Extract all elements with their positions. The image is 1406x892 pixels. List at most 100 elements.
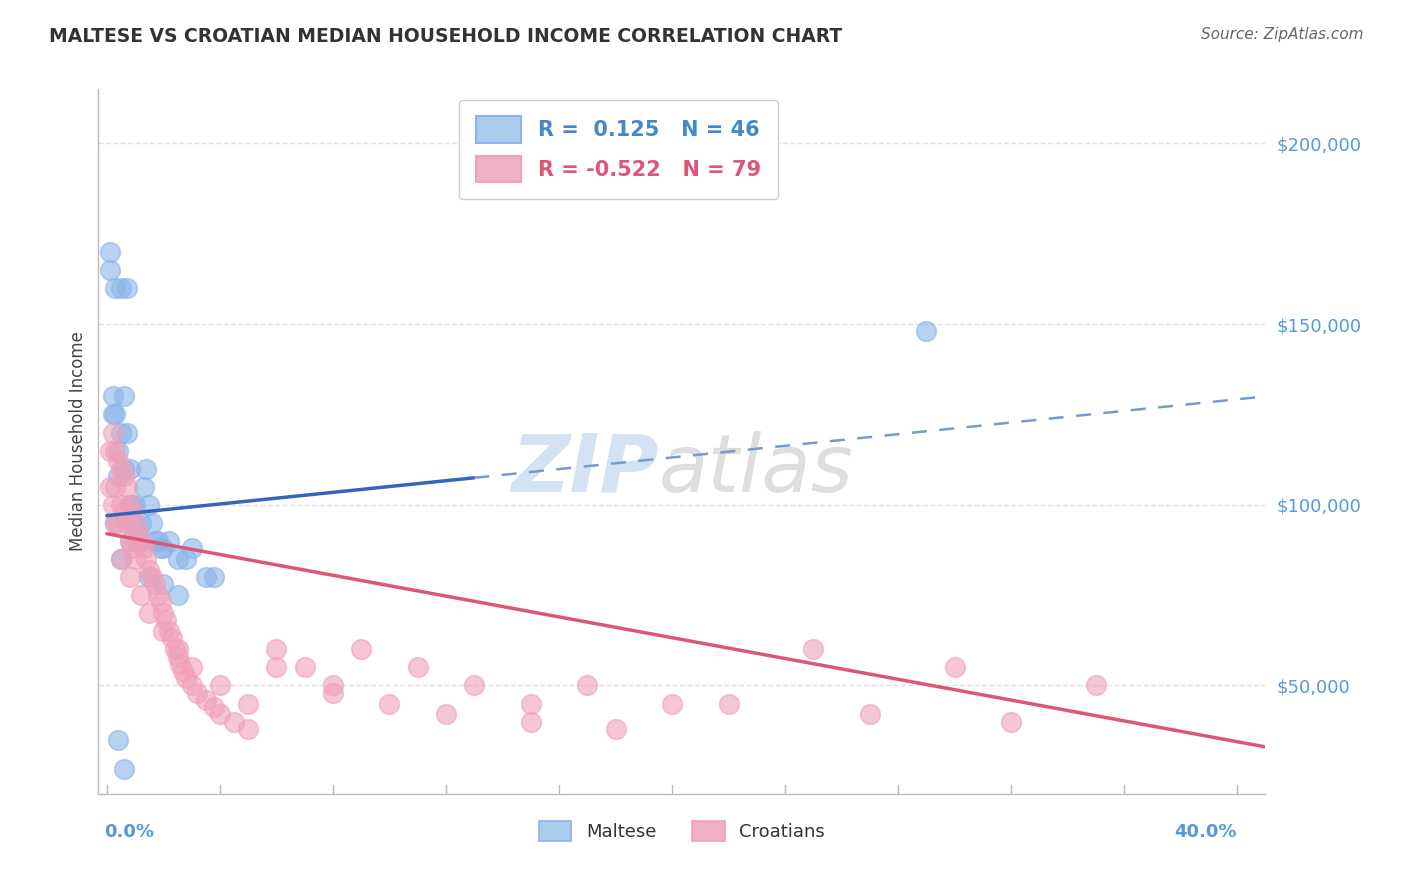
Point bbox=[107, 516, 129, 530]
Point bbox=[238, 697, 260, 711]
Point bbox=[104, 443, 127, 458]
Point bbox=[112, 762, 135, 776]
Point bbox=[101, 389, 124, 403]
Point bbox=[152, 606, 174, 620]
Point bbox=[121, 516, 143, 530]
Point bbox=[104, 281, 127, 295]
Point bbox=[98, 443, 121, 458]
Point bbox=[107, 732, 129, 747]
Point bbox=[180, 660, 202, 674]
Point bbox=[107, 443, 129, 458]
Point bbox=[118, 498, 141, 512]
Point bbox=[110, 552, 132, 566]
Point bbox=[104, 516, 127, 530]
Point bbox=[115, 425, 138, 440]
Point bbox=[107, 468, 129, 483]
Point bbox=[101, 408, 124, 422]
Point bbox=[801, 642, 824, 657]
Point bbox=[174, 671, 197, 685]
Point bbox=[115, 516, 138, 530]
Point bbox=[118, 533, 141, 548]
Text: MALTESE VS CROATIAN MEDIAN HOUSEHOLD INCOME CORRELATION CHART: MALTESE VS CROATIAN MEDIAN HOUSEHOLD INC… bbox=[49, 27, 842, 45]
Legend: Maltese, Croatians: Maltese, Croatians bbox=[531, 814, 832, 848]
Point bbox=[138, 563, 160, 577]
Point bbox=[129, 588, 152, 602]
Point bbox=[141, 516, 163, 530]
Point bbox=[943, 660, 966, 674]
Point bbox=[202, 700, 225, 714]
Point bbox=[152, 577, 174, 591]
Point bbox=[110, 425, 132, 440]
Point bbox=[322, 678, 344, 692]
Text: Source: ZipAtlas.com: Source: ZipAtlas.com bbox=[1201, 27, 1364, 42]
Point bbox=[406, 660, 429, 674]
Point bbox=[101, 498, 124, 512]
Point bbox=[104, 516, 127, 530]
Point bbox=[174, 552, 197, 566]
Point bbox=[127, 526, 149, 541]
Point bbox=[124, 516, 146, 530]
Point bbox=[110, 552, 132, 566]
Point bbox=[124, 516, 146, 530]
Point bbox=[576, 678, 599, 692]
Point bbox=[294, 660, 316, 674]
Point bbox=[194, 570, 217, 584]
Point bbox=[141, 570, 163, 584]
Point bbox=[146, 533, 169, 548]
Point bbox=[169, 657, 191, 671]
Point bbox=[121, 498, 143, 512]
Point bbox=[172, 664, 194, 678]
Point bbox=[463, 678, 485, 692]
Point bbox=[238, 722, 260, 736]
Point bbox=[180, 678, 202, 692]
Point bbox=[322, 686, 344, 700]
Point bbox=[1084, 678, 1107, 692]
Point bbox=[115, 480, 138, 494]
Point bbox=[115, 281, 138, 295]
Point bbox=[519, 714, 541, 729]
Point bbox=[152, 624, 174, 639]
Point bbox=[166, 552, 188, 566]
Point bbox=[121, 541, 143, 556]
Point bbox=[138, 498, 160, 512]
Point bbox=[112, 468, 135, 483]
Point bbox=[121, 505, 143, 519]
Point bbox=[138, 570, 160, 584]
Point bbox=[166, 649, 188, 664]
Point bbox=[146, 588, 169, 602]
Point bbox=[222, 714, 245, 729]
Point bbox=[98, 263, 121, 277]
Point bbox=[110, 498, 132, 512]
Point bbox=[129, 533, 152, 548]
Point bbox=[859, 707, 882, 722]
Point bbox=[163, 642, 186, 657]
Point bbox=[110, 461, 132, 475]
Text: atlas: atlas bbox=[658, 431, 853, 508]
Point bbox=[98, 244, 121, 259]
Point bbox=[160, 632, 183, 646]
Point bbox=[194, 693, 217, 707]
Y-axis label: Median Household Income: Median Household Income bbox=[69, 332, 87, 551]
Point bbox=[110, 281, 132, 295]
Point bbox=[118, 570, 141, 584]
Point bbox=[112, 389, 135, 403]
Point bbox=[138, 606, 160, 620]
Point bbox=[129, 533, 152, 548]
Point bbox=[202, 570, 225, 584]
Point bbox=[180, 541, 202, 556]
Text: 40.0%: 40.0% bbox=[1174, 822, 1237, 841]
Point bbox=[915, 324, 938, 338]
Point bbox=[166, 588, 188, 602]
Point bbox=[661, 697, 683, 711]
Point bbox=[118, 461, 141, 475]
Point bbox=[605, 722, 627, 736]
Point bbox=[107, 454, 129, 468]
Point bbox=[266, 642, 288, 657]
Point bbox=[519, 697, 541, 711]
Point bbox=[124, 552, 146, 566]
Point bbox=[157, 624, 180, 639]
Point bbox=[124, 498, 146, 512]
Point bbox=[208, 678, 231, 692]
Point bbox=[112, 461, 135, 475]
Point bbox=[350, 642, 373, 657]
